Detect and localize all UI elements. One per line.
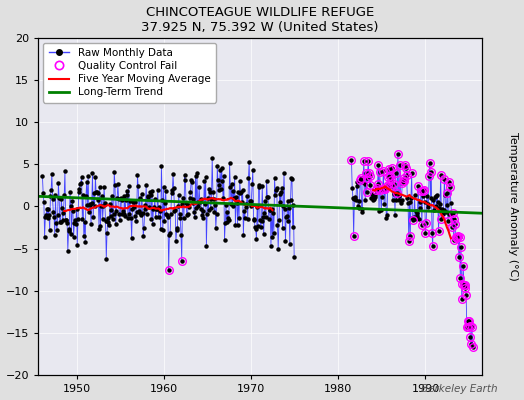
Legend: Raw Monthly Data, Quality Control Fail, Five Year Moving Average, Long-Term Tren: Raw Monthly Data, Quality Control Fail, … xyxy=(43,43,215,102)
Text: Berkeley Earth: Berkeley Earth xyxy=(421,384,498,394)
Title: CHINCOTEAGUE WILDLIFE REFUGE
37.925 N, 75.392 W (United States): CHINCOTEAGUE WILDLIFE REFUGE 37.925 N, 7… xyxy=(141,6,379,34)
Y-axis label: Temperature Anomaly (°C): Temperature Anomaly (°C) xyxy=(508,132,518,281)
